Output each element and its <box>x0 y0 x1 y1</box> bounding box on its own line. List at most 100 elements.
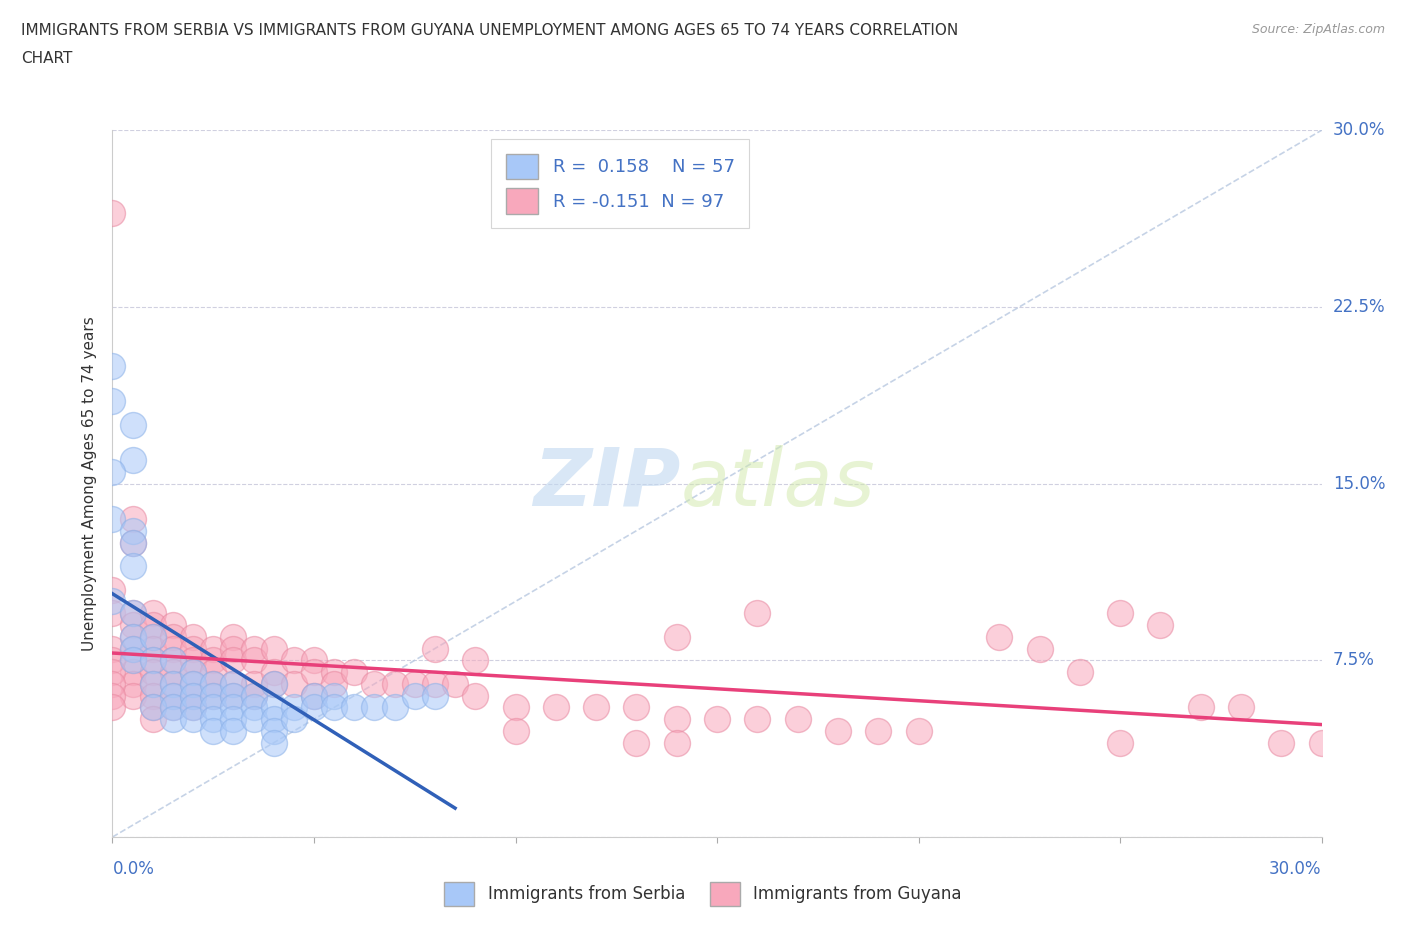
Point <box>121 653 143 668</box>
Point <box>101 688 124 703</box>
Point <box>162 676 184 691</box>
Point <box>181 641 204 656</box>
Point <box>181 700 204 715</box>
Point <box>827 724 849 738</box>
Point <box>384 676 406 691</box>
Text: Source: ZipAtlas.com: Source: ZipAtlas.com <box>1251 23 1385 36</box>
Point <box>202 676 225 691</box>
Point <box>162 618 184 632</box>
Point <box>263 700 285 715</box>
Point <box>706 711 728 726</box>
Point <box>1149 618 1171 632</box>
Point <box>222 653 245 668</box>
Point <box>181 688 204 703</box>
Point <box>162 665 184 680</box>
Point <box>786 711 808 726</box>
Point <box>121 535 143 550</box>
Point <box>222 688 245 703</box>
Point <box>323 676 346 691</box>
Point <box>283 653 305 668</box>
Text: 15.0%: 15.0% <box>1333 474 1385 493</box>
Point <box>101 641 124 656</box>
Point <box>121 559 143 574</box>
Point <box>121 605 143 620</box>
Point <box>142 688 165 703</box>
Point <box>181 665 204 680</box>
Point <box>1310 736 1333 751</box>
Point <box>121 535 143 550</box>
Point <box>423 641 446 656</box>
Point <box>181 676 204 691</box>
Text: ZIP: ZIP <box>533 445 681 523</box>
Point <box>121 453 143 468</box>
Point <box>142 665 165 680</box>
Point <box>222 688 245 703</box>
Point <box>101 665 124 680</box>
Point <box>162 653 184 668</box>
Point <box>121 524 143 538</box>
Point <box>464 688 486 703</box>
Point <box>283 676 305 691</box>
Text: 7.5%: 7.5% <box>1333 651 1375 670</box>
Point <box>464 653 486 668</box>
Point <box>142 653 165 668</box>
Point <box>162 641 184 656</box>
Point <box>302 688 325 703</box>
Point <box>162 653 184 668</box>
Point <box>747 605 769 620</box>
Point <box>142 676 165 691</box>
Point <box>222 676 245 691</box>
Text: 30.0%: 30.0% <box>1270 860 1322 878</box>
Point <box>202 653 225 668</box>
Point <box>505 724 527 738</box>
Point <box>142 711 165 726</box>
Point <box>202 688 225 703</box>
Point <box>162 676 184 691</box>
Point <box>101 653 124 668</box>
Text: 22.5%: 22.5% <box>1333 298 1385 316</box>
Point <box>323 665 346 680</box>
Point <box>202 641 225 656</box>
Point <box>1069 665 1091 680</box>
Point <box>585 700 607 715</box>
Point <box>747 711 769 726</box>
Point <box>423 676 446 691</box>
Point <box>665 736 688 751</box>
Point <box>121 653 143 668</box>
Point <box>242 688 264 703</box>
Point <box>242 688 264 703</box>
Point <box>202 724 225 738</box>
Text: 0.0%: 0.0% <box>112 860 155 878</box>
Text: CHART: CHART <box>21 51 73 66</box>
Point <box>404 676 426 691</box>
Point <box>665 711 688 726</box>
Point <box>142 676 165 691</box>
Point <box>1189 700 1212 715</box>
Point <box>121 641 143 656</box>
Point <box>302 653 325 668</box>
Point <box>323 688 346 703</box>
Point <box>121 630 143 644</box>
Point <box>101 206 124 220</box>
Point <box>222 630 245 644</box>
Point <box>263 641 285 656</box>
Point <box>181 688 204 703</box>
Point <box>181 665 204 680</box>
Point <box>121 512 143 526</box>
Point <box>121 688 143 703</box>
Point <box>101 582 124 597</box>
Point <box>121 630 143 644</box>
Point <box>101 464 124 479</box>
Point <box>121 605 143 620</box>
Point <box>181 700 204 715</box>
Legend: R =  0.158    N = 57, R = -0.151  N = 97: R = 0.158 N = 57, R = -0.151 N = 97 <box>492 140 749 228</box>
Point <box>222 724 245 738</box>
Point <box>544 700 567 715</box>
Point <box>101 393 124 408</box>
Point <box>1270 736 1292 751</box>
Point <box>181 630 204 644</box>
Point <box>626 700 648 715</box>
Point <box>202 676 225 691</box>
Point <box>263 676 285 691</box>
Point <box>121 665 143 680</box>
